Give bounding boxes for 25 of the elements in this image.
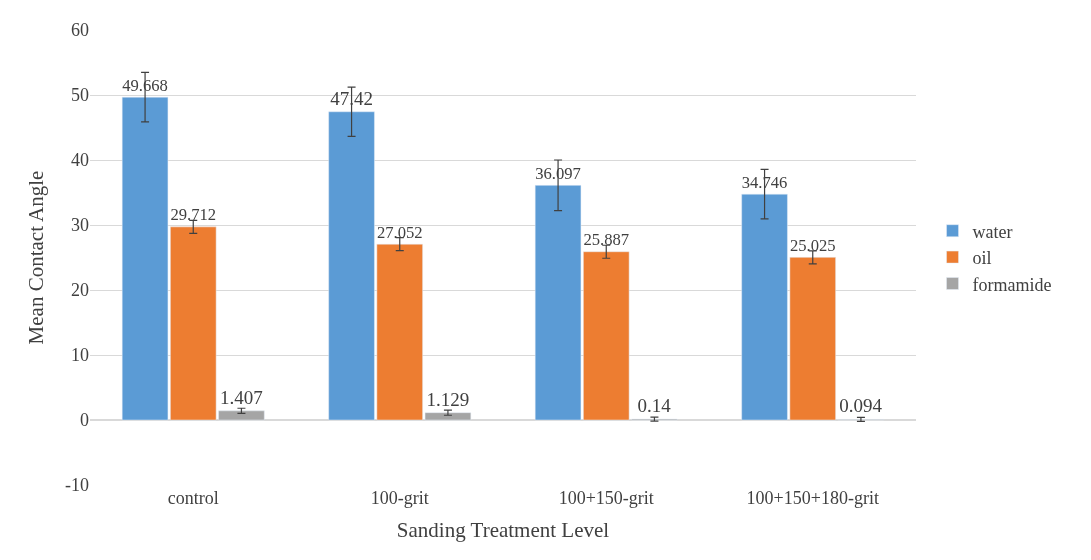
data-label: 25.025	[789, 235, 836, 255]
y-tick-label: 20	[71, 280, 89, 301]
data-label: 27.052	[376, 222, 423, 242]
x-tick-label: 100-grit	[370, 488, 429, 508]
legend-label: water	[972, 221, 1013, 242]
data-label: 29.712	[170, 205, 217, 225]
y-axis-title: Mean Contact Angle	[24, 170, 49, 345]
data-label: 0.094	[839, 395, 883, 417]
data-label: 1.407	[220, 386, 263, 408]
legend-label: oil	[972, 248, 992, 269]
x-tick-label: 100+150+180-grit	[746, 488, 879, 508]
y-tick-label: 30	[71, 215, 89, 236]
y-tick-label: 40	[71, 150, 89, 171]
x-tick-label: 100+150-grit	[558, 488, 654, 508]
x-axis-title: Sanding Treatment Level	[396, 518, 610, 543]
y-tick-label: 50	[71, 85, 89, 106]
x-tick-label: control	[167, 488, 219, 508]
y-tick-label: 60	[71, 20, 89, 41]
data-label: 1.129	[426, 388, 470, 410]
y-tick-label: 10	[71, 345, 89, 366]
y-tick-label: 0	[80, 410, 89, 431]
data-label: 25.887	[583, 230, 630, 250]
legend-label: formamide	[972, 274, 1052, 295]
y-tick-label: -10	[65, 475, 89, 496]
data-label: 0.14	[637, 395, 672, 417]
